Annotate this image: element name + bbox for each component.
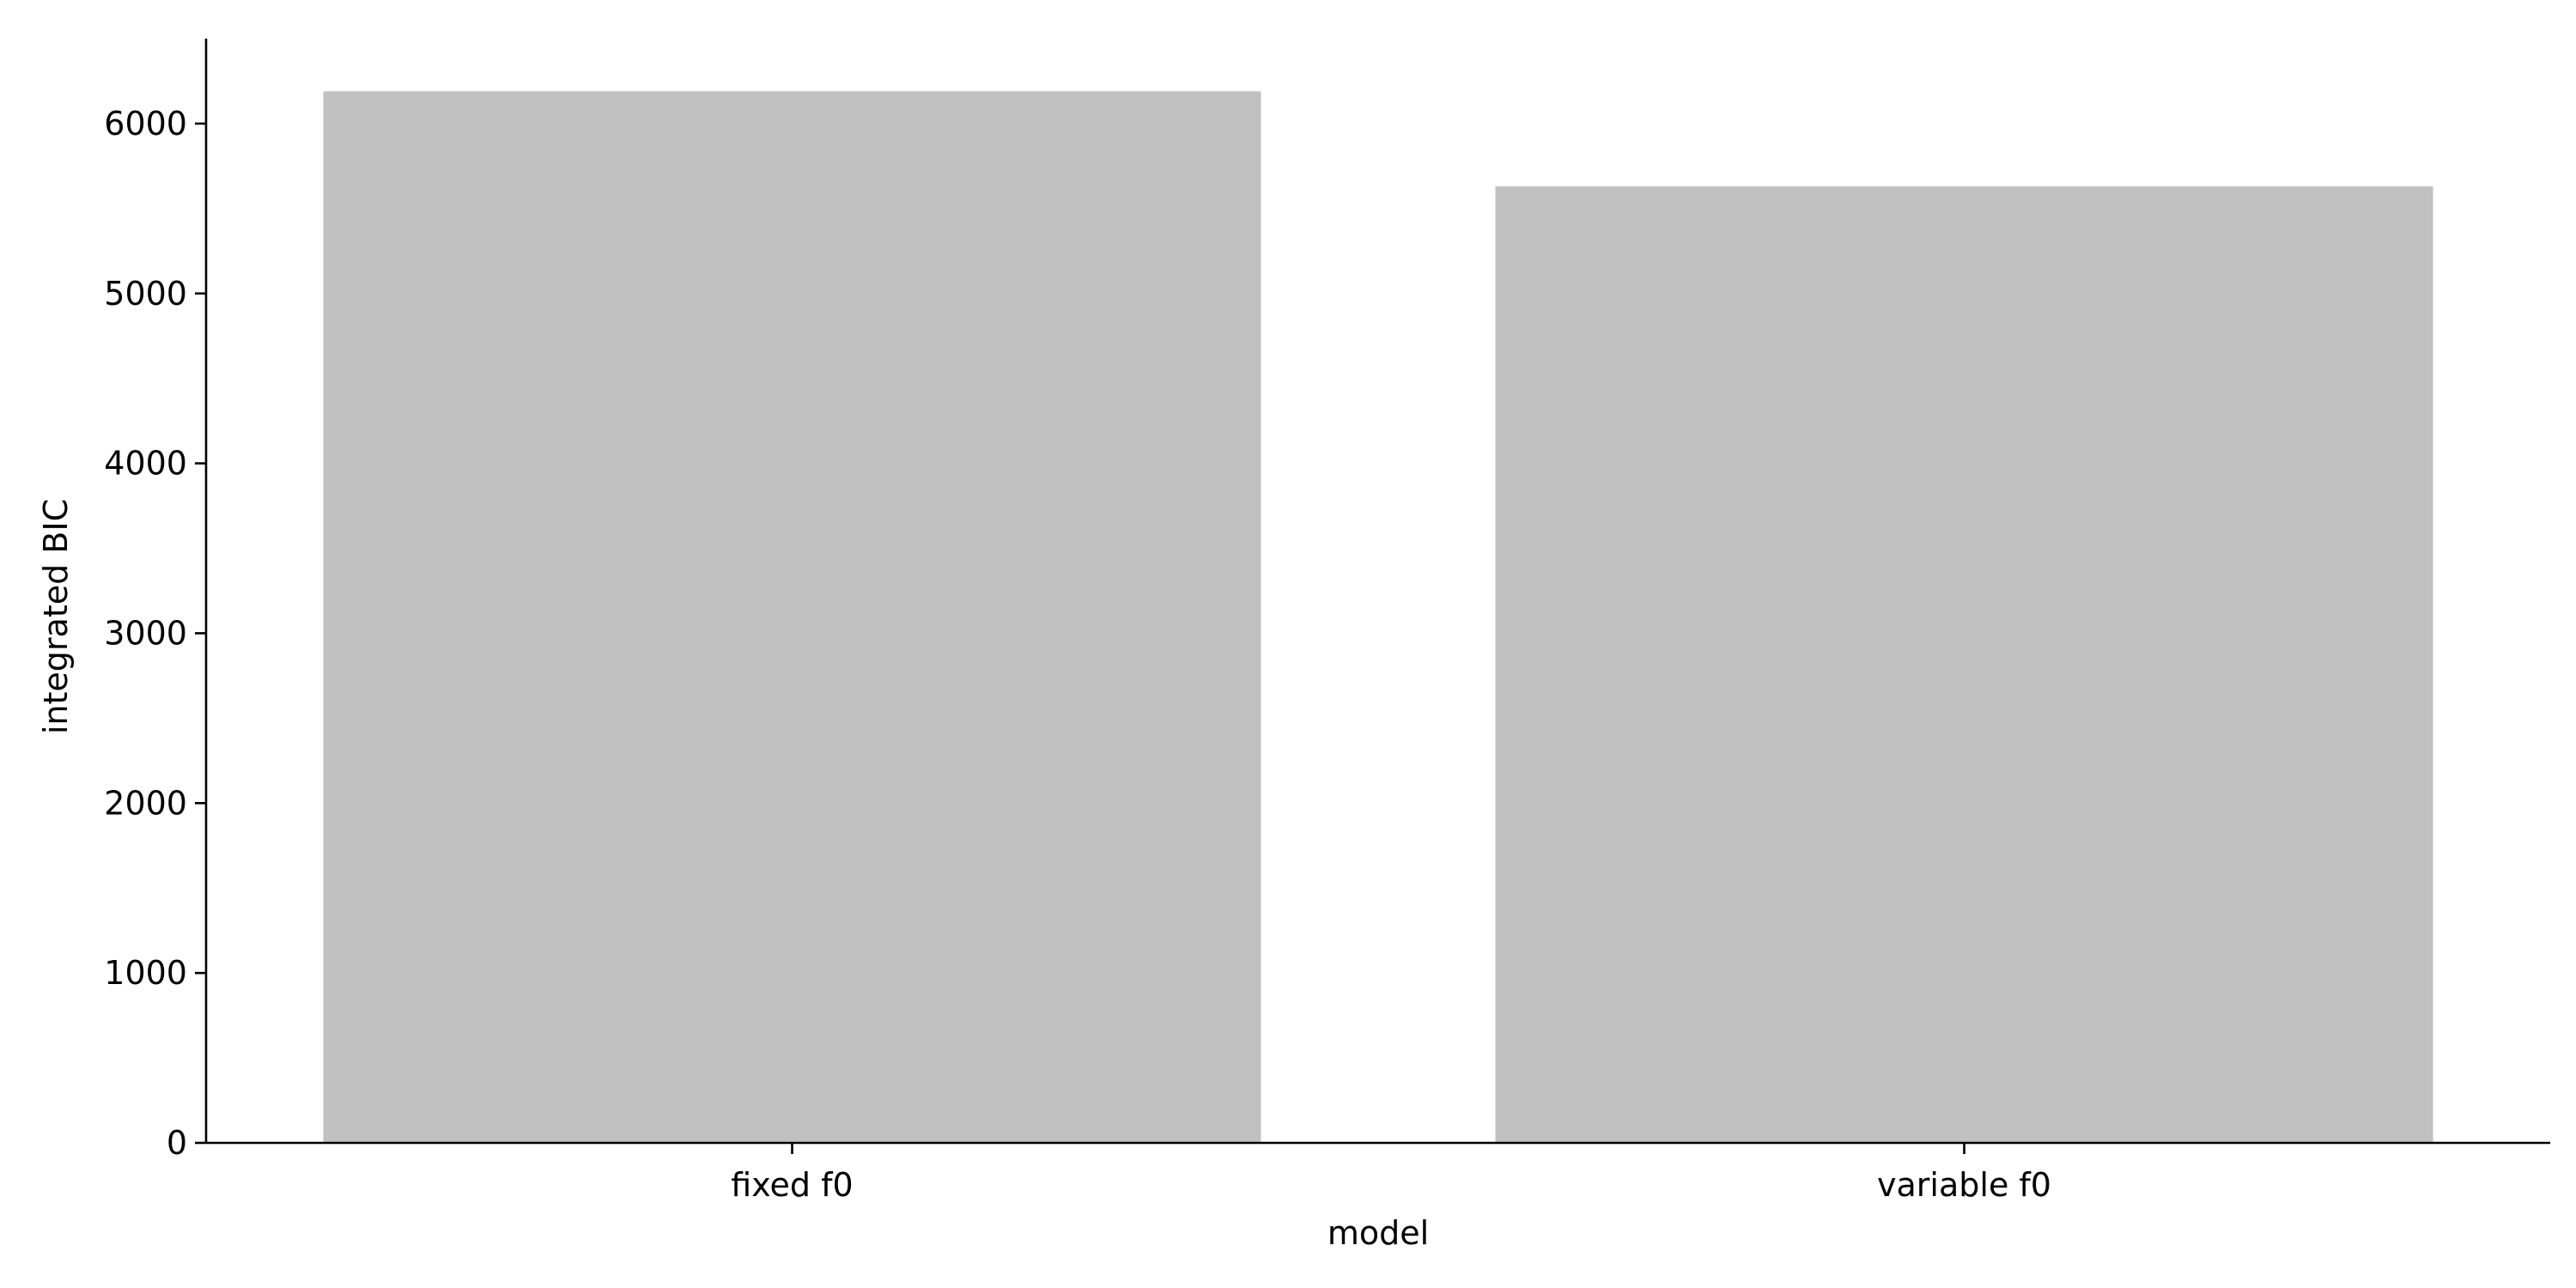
y-tick-label: 4000 (104, 445, 187, 483)
bar-fixed-f0 (323, 91, 1261, 1144)
x-axis: fixed f0 variable f0 (206, 1141, 2550, 1204)
y-tick-label: 0 (167, 1124, 187, 1162)
y-tick-label: 5000 (104, 275, 187, 313)
bars-group (323, 91, 2433, 1144)
y-axis-label: integrated BIC (37, 499, 75, 734)
y-tick-label: 3000 (104, 614, 187, 652)
y-tick-label: 6000 (104, 105, 187, 143)
y-tick-label: 2000 (104, 784, 187, 822)
x-axis-label: model (1327, 1214, 1429, 1252)
x-tick-label: fixed f0 (731, 1166, 853, 1204)
y-axis: 0 1000 2000 3000 4000 5000 6000 (104, 39, 208, 1162)
x-tick-label: variable f0 (1877, 1166, 2051, 1204)
bar-variable-f0 (1495, 186, 2433, 1143)
y-tick-label: 1000 (104, 954, 187, 992)
